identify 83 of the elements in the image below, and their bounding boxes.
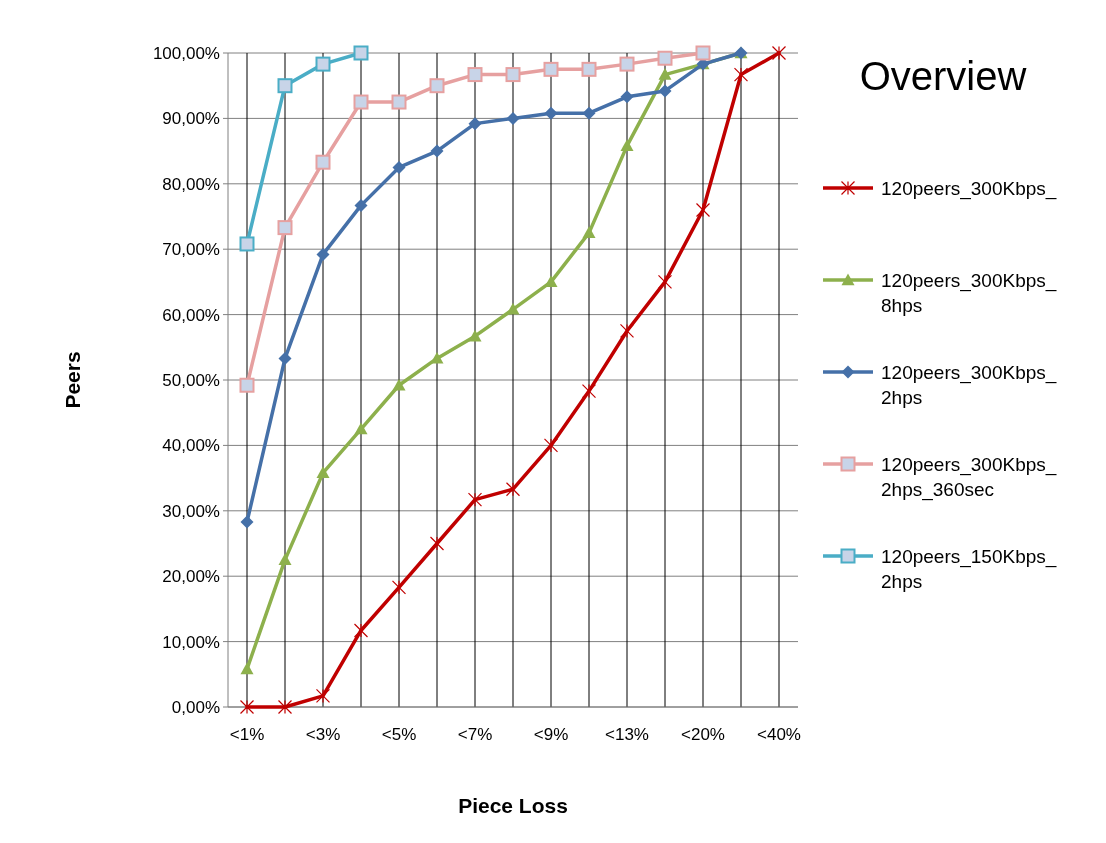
point [429,78,445,94]
x-tick-label: <5% [381,725,417,744]
point [771,45,787,61]
point [240,662,254,675]
y-tick-label: 50,00% [162,370,220,390]
point [543,61,559,77]
point [391,94,407,110]
point [544,106,558,120]
point [430,351,444,364]
point [581,61,597,77]
point [429,536,445,551]
point [277,78,293,94]
point [353,623,369,638]
x-tick-label: <7% [457,725,493,744]
x-tick-label: <40% [757,725,801,744]
point [620,90,634,104]
point [582,226,596,239]
point [658,84,672,98]
point [543,438,559,453]
point [316,466,330,479]
point [278,553,292,566]
point [315,56,331,72]
point [582,106,596,120]
point [658,68,672,80]
point [581,384,597,399]
point [354,198,368,212]
point [695,45,711,61]
point [468,117,482,131]
x-tick-label: <1% [229,725,265,744]
point [239,699,255,715]
point [392,160,406,174]
point [430,144,444,158]
x-tick-label: <20% [681,725,725,744]
point [506,111,520,125]
legend-label: 120peers_300Kbps_2hps [881,361,1057,409]
point [467,492,483,507]
point [467,67,483,83]
point [240,515,254,529]
point [468,329,482,342]
y-tick-label: 10,00% [162,632,220,652]
point [353,45,369,61]
text: Overview [859,54,1027,98]
x-tick-label: <3% [305,725,341,744]
legend-label: 120peers_300Kbps_2hps_360sec [881,453,1057,502]
point [505,482,521,497]
point [353,94,369,110]
legend-label: 120peers_150Kbps_2hps [881,545,1057,593]
point [733,67,749,82]
point [391,580,407,595]
point [239,236,255,252]
y-tick-label: 80,00% [162,174,220,194]
y-tick-label: 90,00% [162,109,220,129]
point [277,699,293,715]
y-tick-label: 70,00% [162,240,220,260]
point [505,67,521,83]
point [657,50,673,66]
point [316,247,330,261]
point [354,422,368,435]
point [544,275,558,288]
point [657,274,673,289]
x-axis-title: Piece Loss [458,794,568,817]
y-tick-label: 100,00% [152,43,220,63]
legend-label: 120peers_300Kbps_ [881,177,1057,200]
y-tick-label: 40,00% [162,436,220,456]
legend-label: 120peers_300Kbps_8hps [881,269,1057,317]
point [506,302,520,315]
y-tick-label: 30,00% [162,501,220,521]
point [278,351,292,365]
point [619,323,635,339]
point [315,154,331,170]
point [392,378,406,391]
y-tick-label: 60,00% [162,305,220,325]
x-tick-label: <13% [605,725,649,744]
y-tick-label: 0,00% [171,697,220,717]
point [315,688,331,703]
point [239,377,255,393]
point [620,139,634,152]
point [619,56,635,72]
y-axis-title: Peers [61,351,84,409]
y-tick-label: 20,00% [162,567,220,587]
point [695,202,711,218]
x-tick-label: <9% [533,725,569,744]
point [277,220,293,236]
